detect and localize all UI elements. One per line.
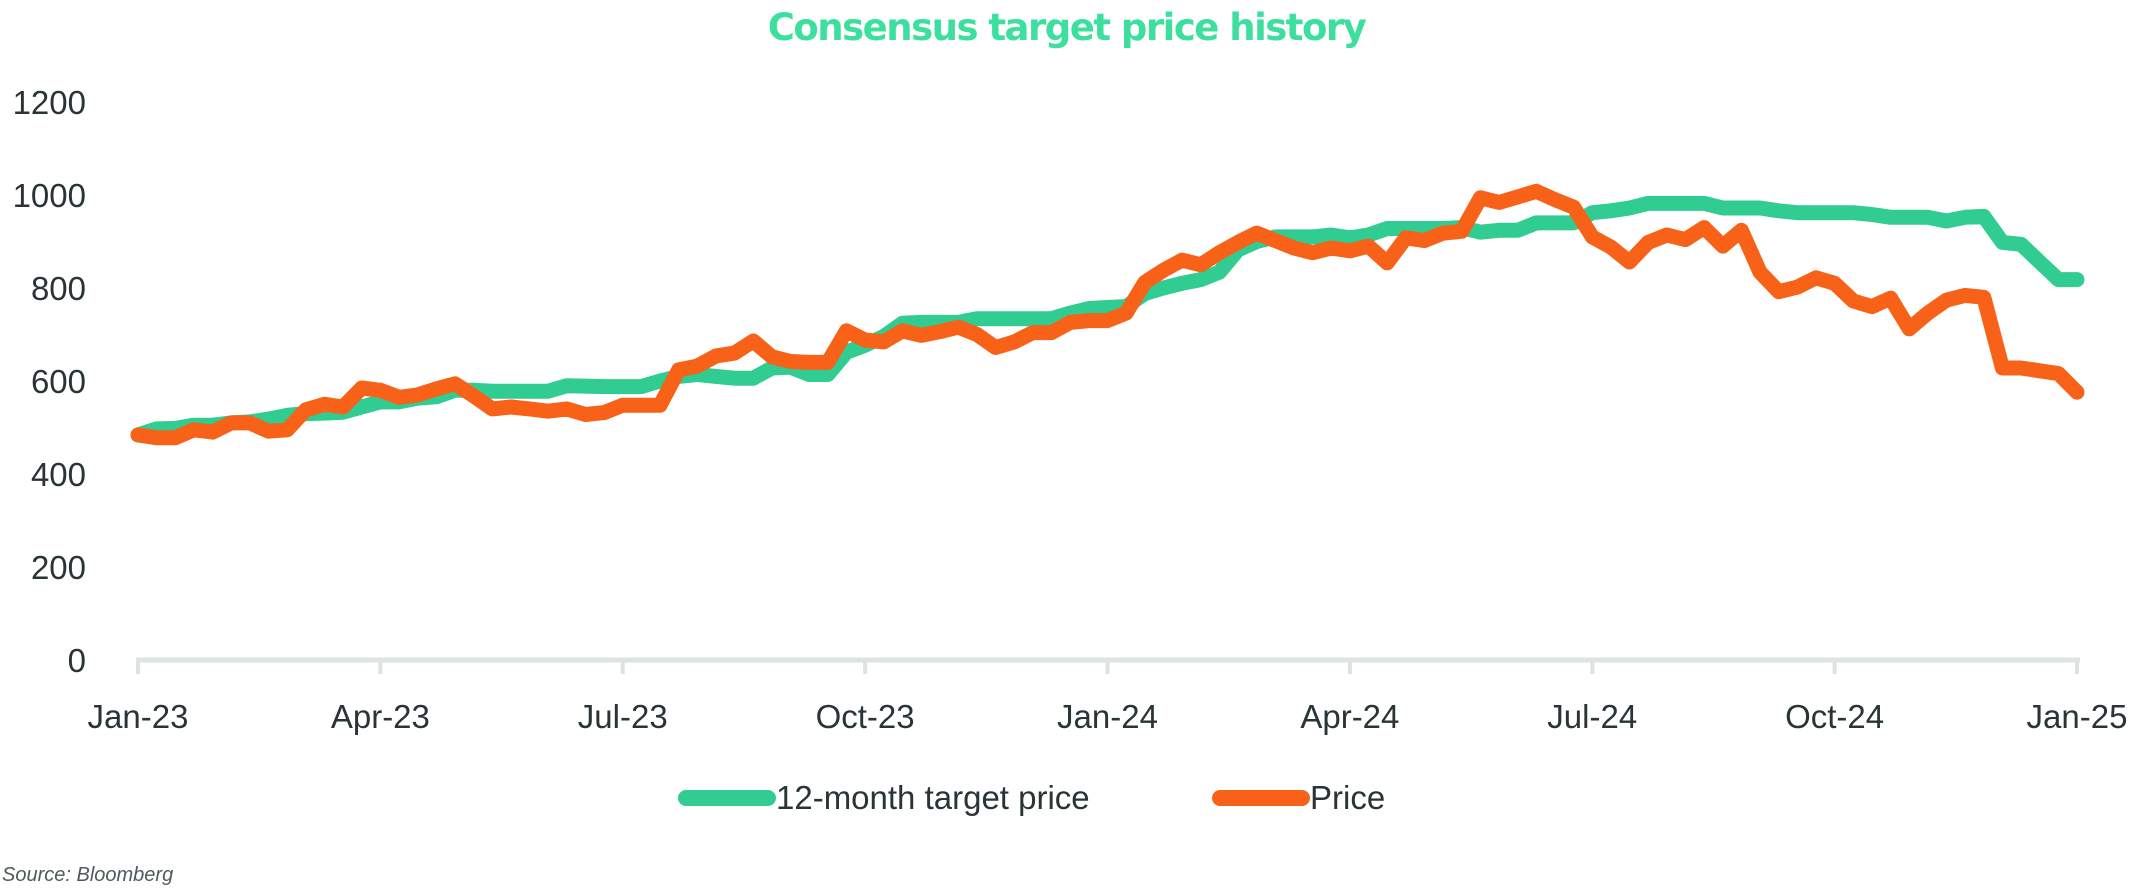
series-line-price (130, 183, 2085, 446)
y-tick-label: 200 (31, 549, 86, 586)
legend-label-price: Price (1310, 779, 1386, 816)
legend-swatch-price (1212, 790, 1310, 806)
x-tick-label: Oct-23 (816, 698, 915, 735)
y-tick-label: 800 (31, 270, 86, 307)
y-axis: 0 200 400 600 800 1000 1200 (13, 84, 86, 679)
chart-title: Consensus target price history (767, 6, 1367, 49)
y-tick-label: 600 (31, 363, 86, 400)
legend-label-target-price: 12-month target price (776, 779, 1090, 816)
x-axis: Jan-23 Apr-23 Jul-23 Oct-23 Jan-24 Apr-24 Jul-… (88, 657, 2128, 735)
x-tick-label: Oct-24 (1785, 698, 1884, 735)
y-tick-label: 1200 (13, 84, 86, 121)
x-tick-label: Jan-25 (2027, 698, 2128, 735)
source-note: Source: Bloomberg (2, 864, 174, 886)
x-tick-label: Jan-24 (1057, 698, 1158, 735)
legend: Price (1212, 778, 1385, 818)
legend-swatch-target-price (678, 790, 776, 806)
x-tick-label: Jul-23 (578, 698, 668, 735)
x-tick-label: Apr-24 (1300, 698, 1399, 735)
y-tick-label: 1000 (13, 177, 86, 214)
y-tick-label: 0 (68, 642, 86, 679)
x-tick-label: Jul-24 (1547, 698, 1637, 735)
legend: 12-month target price (678, 778, 1090, 818)
x-tick-label: Jan-23 (88, 698, 189, 735)
x-tick-label: Apr-23 (331, 698, 430, 735)
y-tick-label: 400 (31, 456, 86, 493)
series-lines (130, 183, 2085, 446)
